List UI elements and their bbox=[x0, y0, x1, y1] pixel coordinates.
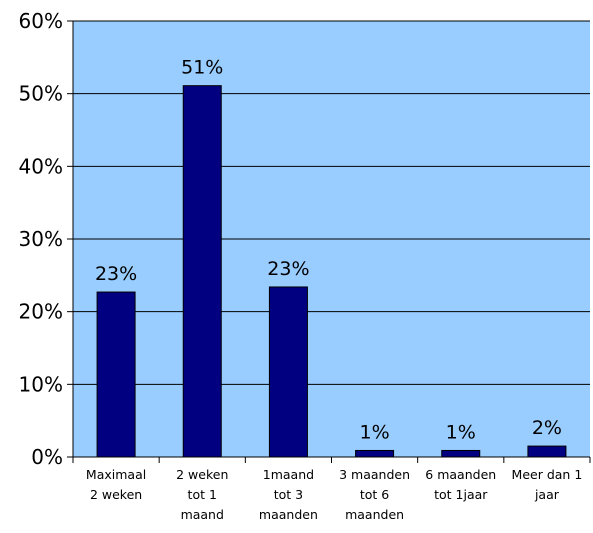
gridlines bbox=[73, 20, 590, 385]
data-label: 51% bbox=[181, 57, 223, 79]
y-tick-label: 0% bbox=[31, 445, 63, 469]
bar bbox=[182, 85, 222, 458]
category-label: 3 maanden bbox=[339, 467, 410, 482]
bars bbox=[96, 85, 567, 458]
category-label: 6 maanden bbox=[425, 467, 496, 482]
category-label: tot 3 bbox=[274, 487, 303, 502]
bar bbox=[355, 449, 395, 458]
y-tick-label: 20% bbox=[19, 300, 63, 324]
category-labels: Maximaal 2 weken 2 weken tot 1 maand 1maand to… bbox=[86, 467, 582, 522]
data-label: 1% bbox=[446, 421, 476, 443]
category-label: Maximaal bbox=[86, 467, 146, 482]
y-tick-labels: 0% 10% 20% 30% 40% 50% 60% bbox=[19, 9, 63, 469]
y-tick-label: 60% bbox=[19, 9, 63, 33]
category-label: 2 weken bbox=[90, 487, 142, 502]
category-label: tot 6 bbox=[360, 487, 389, 502]
bar bbox=[96, 291, 136, 458]
category-label: 1maand bbox=[263, 467, 314, 482]
category-label: 2 weken bbox=[176, 467, 228, 482]
bar bbox=[527, 445, 567, 458]
axes bbox=[67, 20, 591, 463]
y-tick-label: 50% bbox=[19, 82, 63, 106]
y-tick-label: 30% bbox=[19, 227, 63, 251]
data-label: 2% bbox=[532, 417, 562, 439]
category-label: Meer dan 1 bbox=[512, 467, 583, 482]
bar bbox=[268, 286, 308, 458]
category-label: maanden bbox=[345, 507, 404, 522]
category-label: maand bbox=[181, 507, 224, 522]
data-label: 23% bbox=[267, 258, 309, 280]
y-tick-label: 40% bbox=[19, 154, 63, 178]
bar bbox=[441, 449, 481, 458]
category-label: tot 1 bbox=[188, 487, 217, 502]
data-labels: 23% 51% 23% 1% 1% 2% bbox=[95, 57, 562, 444]
category-label: jaar bbox=[534, 487, 560, 502]
data-label: 1% bbox=[360, 421, 390, 443]
category-label: tot 1jaar bbox=[434, 487, 488, 502]
data-label: 23% bbox=[95, 263, 137, 285]
y-tick-label: 10% bbox=[19, 372, 63, 396]
category-label: maanden bbox=[259, 507, 318, 522]
